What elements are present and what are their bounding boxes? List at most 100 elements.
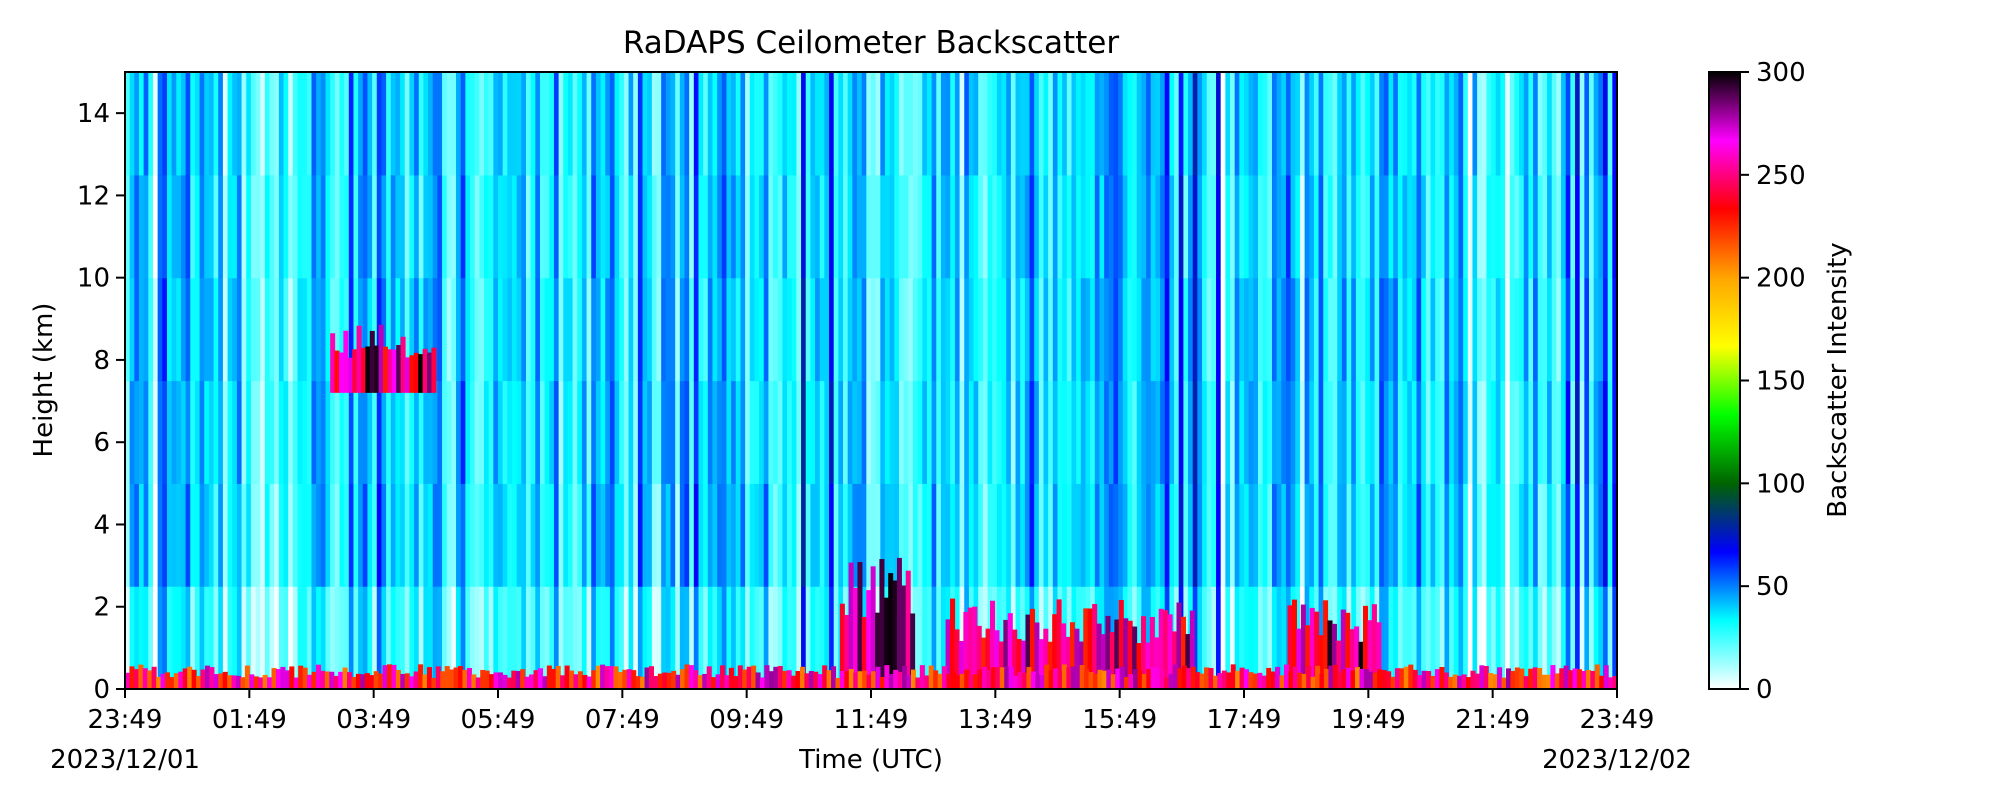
backscatter-cell (311, 277, 317, 382)
backscatter-cell (838, 483, 844, 587)
backscatter-cell (1584, 380, 1590, 484)
backscatter-cell (731, 483, 737, 587)
cloud-feature-cell (240, 677, 246, 689)
backscatter-cell (1351, 277, 1357, 382)
backscatter-cell (801, 72, 807, 176)
backscatter-cell (213, 277, 219, 382)
cloud-feature-cell (751, 665, 757, 689)
backscatter-cell (255, 277, 261, 382)
backscatter-cell (297, 380, 303, 484)
backscatter-cell (656, 483, 662, 587)
backscatter-cell (931, 174, 937, 279)
backscatter-cell (1202, 380, 1208, 484)
cloud-feature-cell (1296, 628, 1302, 681)
backscatter-cell (1332, 72, 1338, 176)
backscatter-cell (320, 483, 327, 587)
backscatter-cell (628, 483, 634, 587)
backscatter-cell (1449, 174, 1455, 279)
backscatter-cell (973, 72, 979, 176)
backscatter-cell (791, 174, 797, 279)
backscatter-cell (1565, 483, 1571, 587)
backscatter-cell (395, 174, 401, 279)
backscatter-cell (796, 380, 802, 484)
cloud-feature-cell (1305, 625, 1311, 681)
backscatter-cell (926, 277, 933, 382)
backscatter-cell (1570, 174, 1576, 279)
cloud-feature-cell (902, 666, 908, 689)
backscatter-cell (992, 380, 998, 484)
backscatter-cell (712, 586, 718, 689)
backscatter-cell (1267, 586, 1273, 689)
backscatter-cell (1160, 380, 1166, 484)
cloud-feature-cell (675, 674, 681, 689)
backscatter-cell (162, 483, 168, 587)
backscatter-cell (670, 174, 676, 279)
backscatter-cell (180, 483, 187, 587)
backscatter-cell (1556, 380, 1562, 484)
cloud-feature-cell (875, 666, 881, 689)
cloud-feature-cell (1137, 670, 1143, 689)
backscatter-cell (1160, 72, 1166, 176)
cloud-feature-cell (1150, 667, 1156, 689)
backscatter-cell (1048, 174, 1054, 279)
backscatter-cell (1477, 72, 1483, 176)
cloud-feature-cell (1426, 671, 1432, 689)
backscatter-cell (1244, 483, 1250, 587)
backscatter-cell (1015, 72, 1021, 176)
backscatter-cell (404, 72, 411, 176)
backscatter-cell (199, 72, 205, 176)
backscatter-cell (1029, 174, 1035, 279)
backscatter-cell (362, 72, 369, 176)
cloud-feature-cell (356, 325, 362, 393)
backscatter-cell (1505, 483, 1511, 587)
backscatter-cell (735, 586, 742, 689)
cloud-feature-cell (200, 669, 206, 689)
backscatter-cell (278, 483, 285, 587)
backscatter-cell (833, 174, 839, 279)
cloud-feature-cell (998, 641, 1004, 681)
cloud-feature-cell (391, 664, 397, 689)
backscatter-cell (852, 380, 858, 484)
backscatter-cell (353, 174, 359, 279)
cloud-feature-cell (1297, 672, 1303, 689)
backscatter-cell (400, 380, 406, 484)
backscatter-cell (917, 483, 923, 587)
backscatter-cell (185, 586, 191, 689)
backscatter-cell (805, 174, 811, 279)
backscatter-cell (777, 174, 784, 279)
backscatter-cell (1463, 483, 1469, 587)
backscatter-cell (945, 483, 951, 587)
backscatter-cell (894, 72, 900, 176)
backscatter-cell (1234, 277, 1240, 382)
backscatter-cell (1118, 380, 1124, 484)
backscatter-cell (824, 380, 830, 484)
backscatter-cell (1528, 586, 1534, 689)
backscatter-cell (367, 277, 373, 382)
backscatter-cell (1309, 483, 1315, 587)
backscatter-cell (208, 380, 215, 484)
backscatter-cell (535, 483, 541, 587)
backscatter-cell (810, 72, 816, 176)
cloud-feature-cell (582, 674, 588, 689)
cloud-feature-cell (964, 669, 970, 689)
backscatter-cell (1192, 277, 1198, 382)
backscatter-cell (698, 174, 704, 279)
backscatter-cell (843, 380, 849, 484)
backscatter-cell (940, 277, 947, 382)
backscatter-cell (166, 380, 173, 484)
backscatter-cell (903, 483, 909, 587)
backscatter-cell (889, 72, 895, 176)
backscatter-cell (1374, 174, 1380, 279)
y-tick-label: 14 (77, 99, 110, 129)
backscatter-cell (530, 174, 536, 279)
backscatter-cell (600, 380, 606, 484)
backscatter-cell (311, 483, 317, 587)
backscatter-cell (1197, 483, 1203, 587)
backscatter-cell (1001, 72, 1007, 176)
cloud-feature-cell (1337, 672, 1343, 689)
cloud-feature-cell (1069, 622, 1075, 681)
backscatter-cell (171, 174, 177, 279)
backscatter-cell (125, 72, 131, 176)
backscatter-cell (1519, 586, 1525, 689)
